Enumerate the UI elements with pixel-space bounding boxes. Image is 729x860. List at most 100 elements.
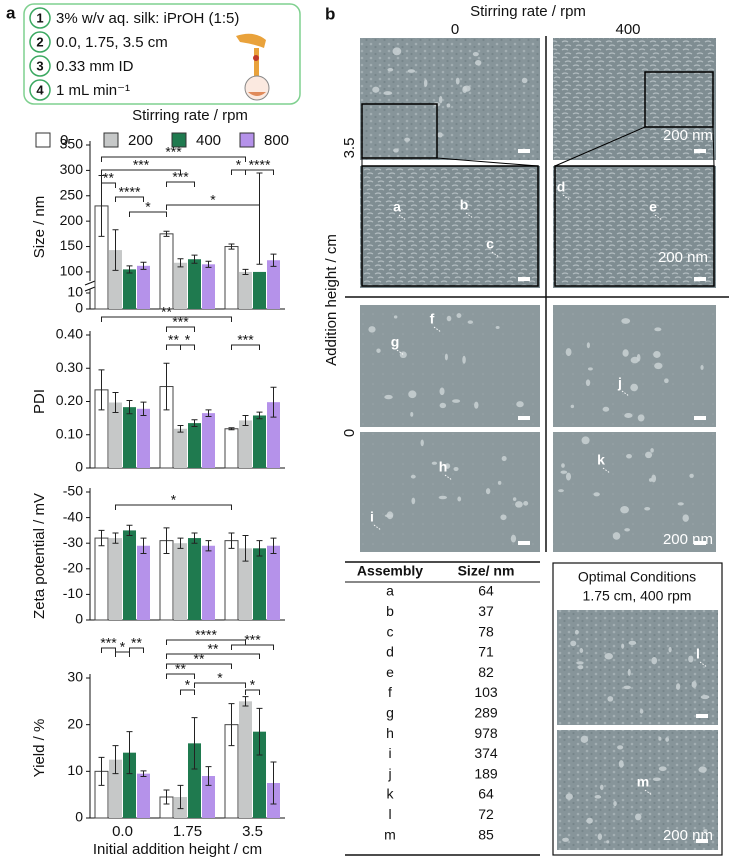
significance-label: ***	[100, 635, 117, 651]
particle	[658, 766, 667, 772]
significance-bracket	[166, 181, 195, 187]
y-tick-label: 100	[60, 263, 84, 279]
scale-bar	[518, 416, 530, 420]
significance-label: ****	[195, 627, 217, 643]
bar	[159, 233, 174, 310]
significance-label: ***	[172, 169, 189, 185]
y-tick-label: 250	[60, 186, 84, 202]
scale-bar	[694, 416, 706, 420]
particle	[620, 506, 629, 514]
particle	[650, 448, 654, 453]
bar	[267, 545, 280, 620]
legend-swatch	[103, 132, 119, 148]
assembly-marker: e	[649, 199, 657, 215]
particle	[393, 148, 399, 153]
table-cell: i	[388, 745, 391, 761]
particle	[570, 640, 577, 647]
bar	[202, 776, 215, 818]
optimal-title: Optimal Conditions	[578, 569, 696, 585]
bar	[137, 773, 150, 818]
assembly-marker: c	[486, 236, 494, 252]
particle	[368, 326, 376, 333]
bar	[188, 743, 201, 818]
error-bar	[140, 401, 147, 416]
scale-bar-label: 200 nm	[663, 827, 713, 844]
particle	[613, 800, 617, 807]
panel-label: a	[6, 3, 16, 22]
particle	[654, 362, 663, 370]
error-bar	[228, 243, 235, 250]
scale-bar	[694, 277, 706, 281]
significance-bracket	[166, 326, 195, 332]
scale-bar	[696, 714, 708, 718]
error-bar	[228, 703, 235, 747]
condition-number: 3	[36, 58, 43, 73]
particle	[665, 737, 670, 742]
assembly-marker: f	[430, 311, 435, 327]
particle	[444, 463, 451, 469]
assembly-marker: i	[370, 509, 374, 525]
particle	[392, 47, 402, 56]
table-header: Size/ nm	[458, 563, 515, 579]
row-label: 0	[341, 429, 358, 437]
micrograph	[360, 38, 540, 160]
error-bar	[256, 411, 263, 420]
error-bar	[177, 784, 184, 810]
bar	[109, 402, 122, 468]
bar	[109, 759, 122, 818]
error-bar	[191, 254, 198, 264]
bar	[239, 271, 252, 309]
table-cell: m	[384, 826, 396, 842]
error-bar	[270, 386, 277, 418]
significance-bracket	[231, 644, 274, 650]
condition-badge	[29, 31, 51, 53]
error-bar	[98, 369, 105, 411]
error-bar	[126, 265, 133, 274]
significance-label: **	[131, 635, 142, 651]
panel-label: b	[325, 4, 335, 23]
particle	[644, 507, 651, 511]
particle	[580, 735, 589, 743]
table-cell: d	[386, 644, 394, 660]
significance-label: *	[250, 677, 256, 693]
particle	[410, 411, 414, 417]
particle	[446, 103, 451, 108]
assembly-marker: j	[617, 375, 622, 391]
condition-number: 1	[36, 10, 43, 25]
particle	[497, 480, 502, 485]
significance-bracket	[101, 182, 116, 188]
x-tick-label: 3.5	[242, 823, 263, 840]
legend-label: 800	[264, 132, 289, 149]
error-bar	[126, 524, 133, 537]
error-bar	[205, 766, 212, 786]
y-tick-label: 0	[75, 300, 83, 316]
error-bar	[126, 400, 133, 415]
y-tick-label: -10	[63, 585, 83, 601]
significance-label: **	[168, 332, 179, 348]
bar	[174, 262, 187, 309]
significance-label: *	[236, 157, 242, 173]
particle	[570, 404, 575, 409]
particle	[500, 514, 507, 521]
error-bar	[256, 540, 263, 557]
particle	[594, 795, 602, 799]
bar	[123, 752, 136, 818]
table-cell: g	[386, 705, 394, 721]
significance-label: ***	[237, 332, 254, 348]
particle	[455, 77, 460, 85]
column-title: Stirring rate / rpm	[470, 3, 586, 20]
y-tick-label: -30	[63, 534, 83, 550]
particle	[453, 466, 459, 472]
size-marker	[562, 194, 571, 201]
particle	[688, 655, 694, 663]
condition-number: 2	[36, 34, 43, 49]
particle	[512, 497, 517, 502]
conditions-box	[23, 3, 301, 105]
assembly-marker: l	[696, 646, 700, 662]
scale-bar-label: 200 nm	[658, 249, 708, 266]
particle	[574, 629, 579, 635]
particle	[562, 837, 569, 842]
significance-bracket	[194, 682, 246, 688]
legend-label: 0	[60, 132, 68, 149]
particle	[623, 685, 631, 690]
